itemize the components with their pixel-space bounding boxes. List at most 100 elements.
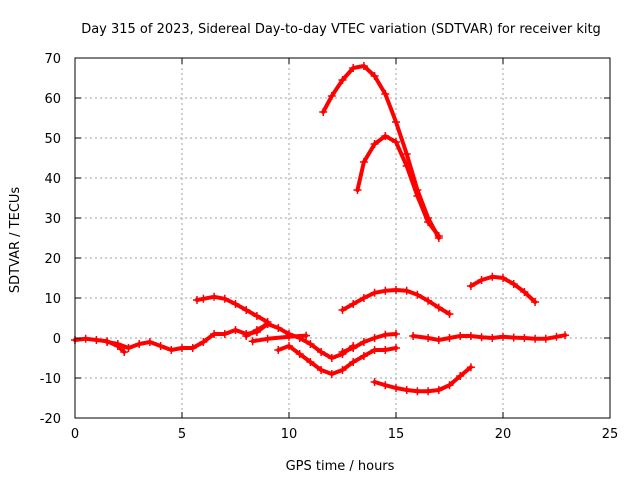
x-tick-label: 5 (178, 427, 186, 442)
series-points-s7 (338, 330, 400, 356)
y-tick-label: 40 (44, 172, 61, 187)
data-point (456, 332, 465, 340)
data-point (359, 338, 368, 346)
data-point (317, 366, 326, 374)
data-point (338, 348, 347, 356)
data-point (113, 340, 122, 348)
data-point (370, 288, 379, 297)
data-point (434, 232, 443, 240)
x-tick-label: 25 (602, 427, 619, 442)
data-point (381, 286, 390, 295)
grid-lines (75, 58, 610, 418)
data-point (402, 162, 411, 170)
data-point (349, 64, 358, 72)
x-tick-label: 20 (495, 427, 512, 442)
data-point (445, 334, 454, 342)
series-line-s11 (372, 365, 473, 394)
series-points-s13 (466, 272, 540, 306)
plot-frame (74, 57, 611, 419)
data-point (145, 338, 154, 346)
axis-ticks: 0 5 10 15 20 25 -20 -10 0 10 20 30 40 50 60 70 (40, 52, 619, 442)
data-point (434, 303, 443, 312)
data-point (135, 340, 144, 348)
data-point (434, 386, 443, 394)
data-point (124, 344, 133, 352)
data-point (327, 354, 336, 362)
x-tick-label: 0 (71, 427, 79, 442)
data-point (210, 292, 219, 301)
data-point (220, 330, 229, 338)
data-point (370, 334, 379, 342)
data-point (434, 336, 443, 344)
data-point (302, 331, 311, 340)
data-point (552, 332, 561, 341)
chart-title: Day 315 of 2023, Sidereal Day-to-day VTE… (81, 22, 601, 37)
data-point (285, 332, 293, 341)
data-point (381, 132, 390, 140)
data-point (295, 350, 304, 358)
data-point (370, 346, 379, 354)
data-point (359, 294, 368, 302)
data-series (71, 62, 570, 396)
y-tick-label: 70 (44, 52, 61, 67)
data-point (338, 76, 347, 84)
y-tick-label: 10 (44, 292, 61, 307)
x-tick-label: 15 (388, 427, 405, 442)
data-point (274, 324, 283, 332)
data-point (402, 150, 411, 158)
series-line-s9 (355, 134, 441, 238)
data-point (192, 296, 201, 304)
data-point (381, 90, 390, 98)
data-point (120, 348, 129, 356)
y-tick-label: 60 (44, 92, 61, 107)
series-line-s8 (321, 64, 441, 240)
data-point (520, 334, 529, 342)
data-point (392, 344, 400, 352)
data-point (381, 330, 390, 339)
y-axis-label: SDTVAR / TECUs (8, 187, 23, 294)
data-point (424, 218, 433, 226)
data-point (370, 378, 379, 386)
data-point (499, 274, 507, 282)
data-point (178, 344, 186, 352)
data-point (509, 280, 518, 288)
y-tick-label: -20 (40, 412, 61, 427)
data-point (167, 346, 176, 354)
x-tick-label: 10 (281, 427, 298, 442)
data-point (359, 352, 368, 360)
data-point (349, 358, 358, 366)
data-point (327, 92, 336, 100)
data-point (252, 326, 261, 334)
y-tick-label: 0 (53, 332, 61, 347)
data-point (541, 334, 550, 343)
data-point (317, 348, 326, 356)
data-point (319, 108, 328, 116)
data-point (338, 306, 347, 314)
series-points-s11 (370, 363, 475, 396)
data-point (392, 330, 400, 338)
data-point (381, 346, 390, 354)
data-point (338, 366, 347, 374)
data-point (392, 118, 400, 126)
data-point (274, 346, 283, 354)
data-point (402, 286, 411, 295)
data-point (531, 298, 540, 306)
data-point (402, 386, 411, 394)
data-point (499, 332, 507, 341)
data-point (392, 138, 400, 146)
data-point (520, 288, 529, 296)
y-tick-label: 20 (44, 252, 61, 267)
data-point (103, 338, 112, 346)
data-point (392, 384, 400, 392)
series-points-s12 (409, 331, 570, 344)
data-point (306, 358, 315, 366)
data-point (359, 62, 368, 70)
data-point (456, 372, 465, 380)
data-point (349, 300, 358, 308)
data-point (231, 300, 240, 308)
data-point (263, 334, 272, 343)
data-point (466, 282, 475, 290)
data-point (392, 286, 400, 294)
y-tick-label: 50 (44, 132, 61, 147)
